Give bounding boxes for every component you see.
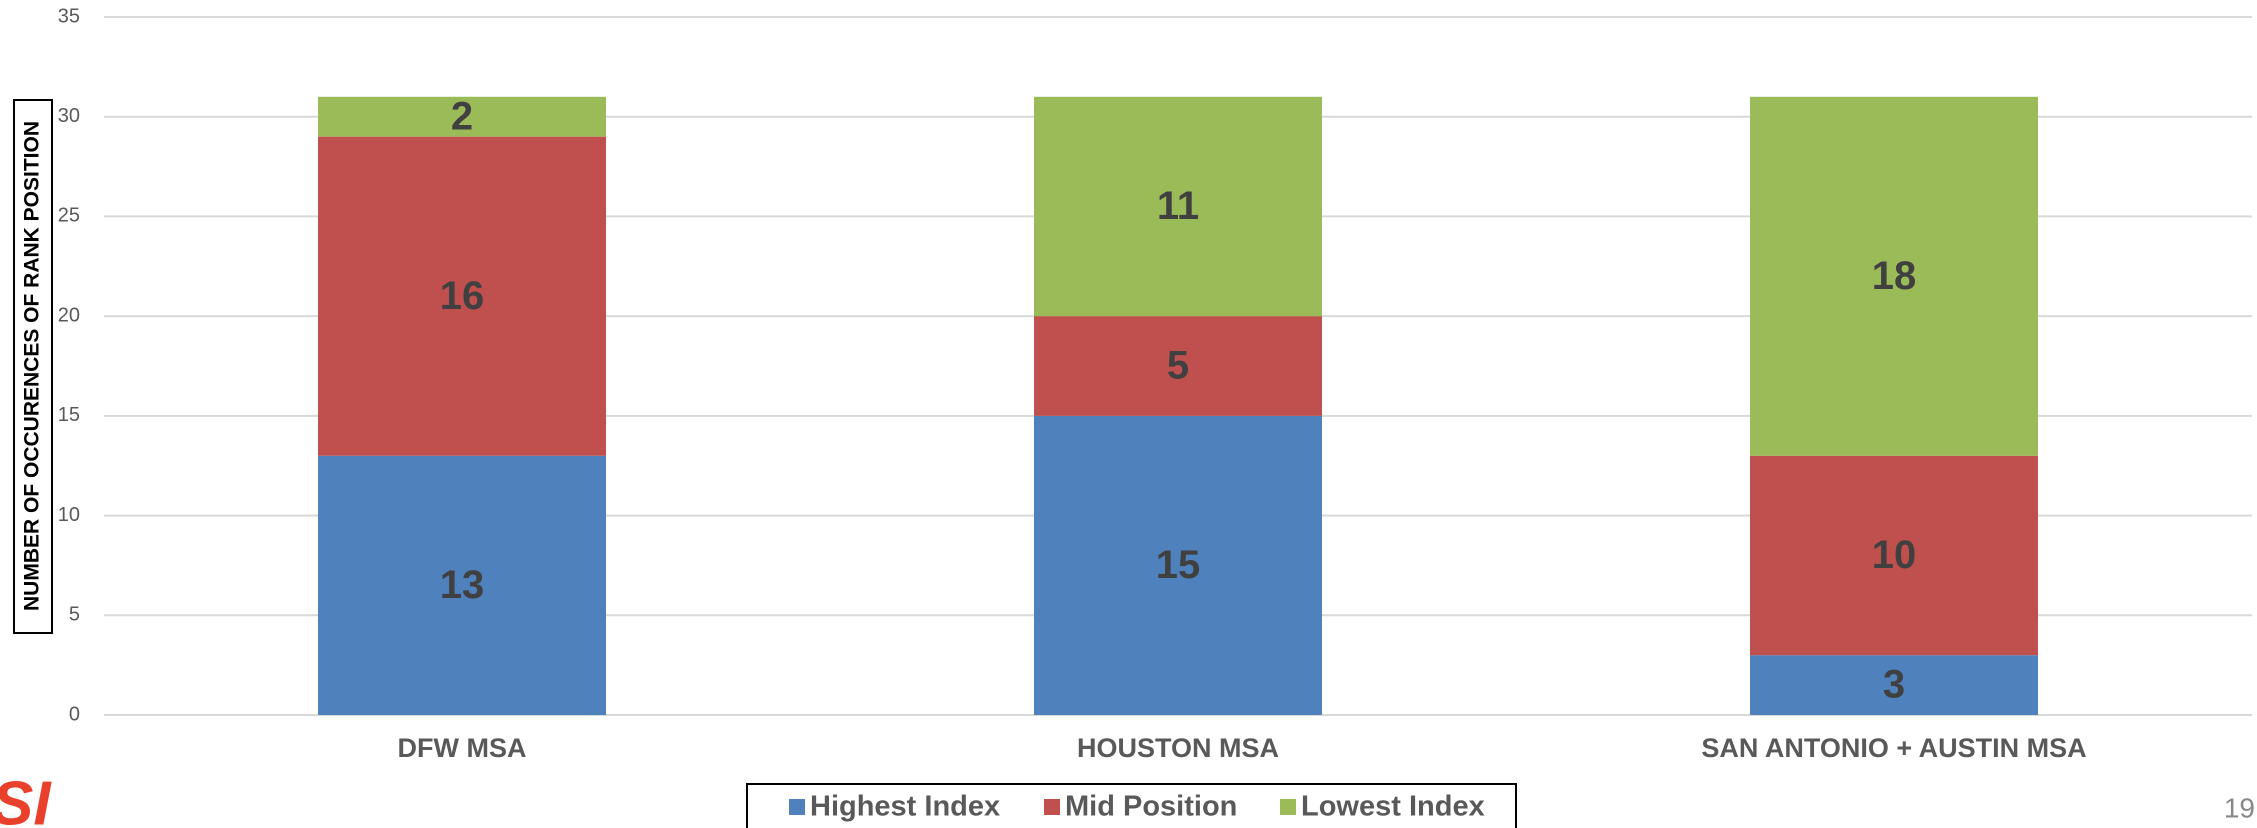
y-axis-label: NUMBER OF OCCURENCES OF RANK POSITION xyxy=(21,121,44,611)
data-label: 5 xyxy=(1167,344,1189,388)
legend-swatch xyxy=(789,799,805,815)
data-label: 18 xyxy=(1872,254,1917,298)
x-tick-label: DFW MSA xyxy=(398,733,527,763)
bar-segment xyxy=(318,136,606,456)
legend-label: Lowest Index xyxy=(1301,791,1485,823)
bar-segment xyxy=(1034,316,1322,416)
y-tick-label: 20 xyxy=(58,304,80,326)
y-tick-label: 5 xyxy=(69,604,80,626)
data-label: 11 xyxy=(1157,184,1199,228)
x-tick-label: HOUSTON MSA xyxy=(1077,733,1279,763)
data-label: 3 xyxy=(1883,663,1905,707)
data-label: 10 xyxy=(1872,533,1917,577)
y-tick-label: 10 xyxy=(58,504,80,526)
data-label: 16 xyxy=(440,274,485,318)
data-label: 13 xyxy=(440,563,485,607)
y-tick-label: 35 xyxy=(58,5,80,27)
data-label: 2 xyxy=(451,94,473,138)
x-tick-label: SAN ANTONIO + AUSTIN MSA xyxy=(1701,733,2086,763)
y-tick-label: 15 xyxy=(58,404,80,426)
bar-segment xyxy=(1750,655,2038,715)
y-tick-label: 25 xyxy=(58,205,80,227)
legend-label: Highest Index xyxy=(810,791,1000,823)
bar-segment xyxy=(1034,415,1322,715)
y-label-box xyxy=(13,99,53,634)
data-label: 15 xyxy=(1156,543,1201,587)
bar-segment xyxy=(318,455,606,715)
bar-segment xyxy=(318,96,606,137)
legend-box xyxy=(746,783,1517,828)
y-tick-label: 30 xyxy=(58,105,80,127)
page-number: 19 xyxy=(2224,792,2255,823)
logo: SI xyxy=(0,769,52,828)
bar-segment xyxy=(1034,96,1322,317)
legend-swatch xyxy=(1280,799,1296,815)
legend-label: Mid Position xyxy=(1065,791,1237,823)
bar-segment xyxy=(1750,455,2038,656)
bar-segment xyxy=(1750,96,2038,456)
legend-swatch xyxy=(1044,799,1060,815)
y-tick-label: 0 xyxy=(69,703,80,725)
